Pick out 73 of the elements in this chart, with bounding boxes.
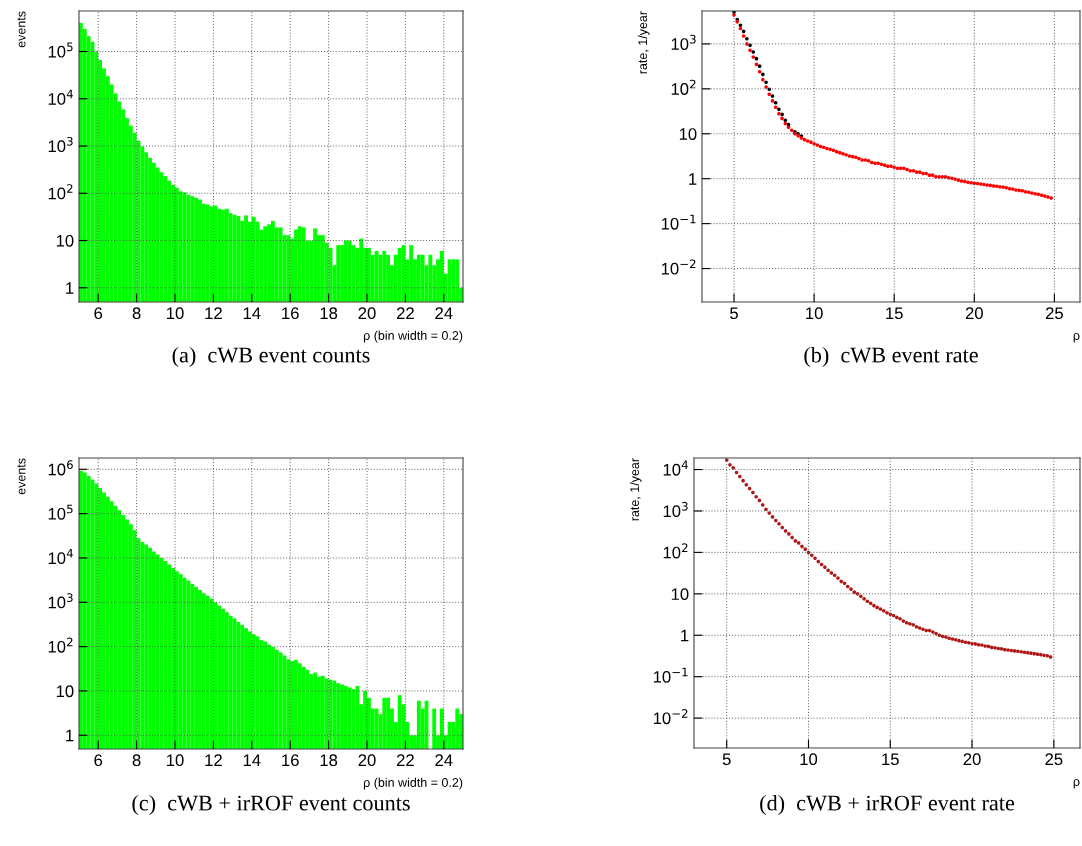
x-tick-label: 5 — [730, 307, 738, 320]
y-tick-label: 10$^{4}$ — [48, 89, 73, 105]
x-axis-title: ρ — [1073, 333, 1080, 343]
x-tick-label: 10 — [806, 307, 823, 320]
x-tick-label: 14 — [243, 307, 261, 319]
y-tick-label: 10$^{3}$ — [48, 136, 73, 153]
y-tick-label: 10$^{−2}$ — [653, 708, 688, 725]
y-tick-label: 10$^{2}$ — [671, 79, 696, 95]
y-axis-title: rate, 1/year — [637, 11, 650, 74]
y-tick-label: 1 — [66, 729, 74, 742]
y-tick-label: 10$^{−1}$ — [661, 214, 696, 230]
y-tick-label: 10$^{−2}$ — [661, 259, 696, 275]
x-tick-label: 14 — [243, 754, 261, 766]
x-tick-label: 24 — [435, 307, 453, 319]
x-tick-label: 10 — [167, 754, 184, 767]
y-tick-label: 10 — [56, 234, 74, 247]
x-axis-title: ρ (bin width = 0.2) — [363, 777, 463, 790]
y-tick-label: 10$^{4}$ — [48, 549, 73, 565]
x-tick-label: 16 — [282, 754, 299, 767]
text: (d) cWB + irROF event rate — [760, 794, 1015, 816]
point — [761, 72, 765, 77]
y-tick-label: 10$^{−1}$ — [653, 667, 688, 683]
x-tick-label: 8 — [132, 307, 141, 320]
y-tick-label: 10 — [671, 588, 689, 601]
x-tick-label: 25 — [1045, 753, 1063, 766]
x-tick-label: 12 — [205, 754, 222, 766]
x-tick-label: 15 — [886, 307, 903, 320]
x-axis-title: ρ — [1073, 779, 1080, 789]
y-tick-label: 10 — [679, 128, 697, 140]
text: (b) cWB event rate — [804, 346, 978, 368]
x-tick-label: 12 — [205, 307, 222, 319]
y-tick-label: 10$^{3}$ — [663, 501, 688, 518]
x-tick-label: 22 — [396, 307, 414, 319]
y-tick-label: 1 — [689, 173, 697, 185]
y-tick-label: 10 — [56, 685, 74, 698]
x-axis-title: ρ (bin width = 0.2) — [363, 330, 463, 343]
point — [745, 36, 749, 41]
y-tick-label: 10$^{5}$ — [48, 42, 73, 58]
x-tick-label: 6 — [94, 754, 103, 767]
text: (a) cWB event counts — [172, 346, 370, 368]
x-tick-label: 18 — [320, 307, 338, 320]
x-tick-label: 8 — [132, 754, 141, 767]
x-tick-label: 18 — [320, 754, 338, 767]
y-tick-label: 10$^{2}$ — [48, 637, 73, 653]
x-tick-label: 20 — [358, 754, 376, 767]
x-tick-label: 10 — [800, 753, 818, 766]
x-tick-label: 6 — [94, 307, 103, 320]
y-tick-label: 1 — [66, 282, 74, 294]
y-tick-label: 10$^{5}$ — [48, 504, 73, 520]
y-tick-label: 10$^{2}$ — [48, 184, 73, 200]
y-axis-title: rate, 1/year — [629, 458, 642, 521]
x-tick-label: 20 — [358, 307, 376, 320]
point — [777, 107, 781, 112]
text: (c) cWB + irROF event counts — [132, 794, 410, 816]
x-tick-label: 15 — [882, 753, 899, 766]
y-axis-title: events — [17, 458, 26, 495]
x-tick-label: 10 — [167, 307, 184, 320]
x-tick-label: 20 — [963, 753, 981, 766]
x-tick-label: 22 — [396, 754, 414, 766]
x-tick-label: 24 — [435, 754, 453, 766]
x-tick-label: 20 — [965, 307, 983, 320]
point — [751, 50, 756, 54]
x-tick-label: 5 — [722, 753, 731, 766]
y-axis-title: events — [17, 11, 26, 48]
point — [767, 87, 772, 92]
x-tick-label: 25 — [1045, 307, 1063, 320]
y-tick-label: 10$^{3}$ — [671, 34, 696, 50]
y-tick-label: 10$^{3}$ — [48, 593, 73, 609]
y-tick-label: 1 — [681, 629, 689, 642]
x-tick-label: 16 — [282, 307, 299, 320]
y-tick-label: 10$^{6}$ — [48, 460, 73, 476]
y-tick-label: 10$^{2}$ — [663, 543, 688, 559]
y-tick-label: 10$^{4}$ — [663, 460, 688, 476]
